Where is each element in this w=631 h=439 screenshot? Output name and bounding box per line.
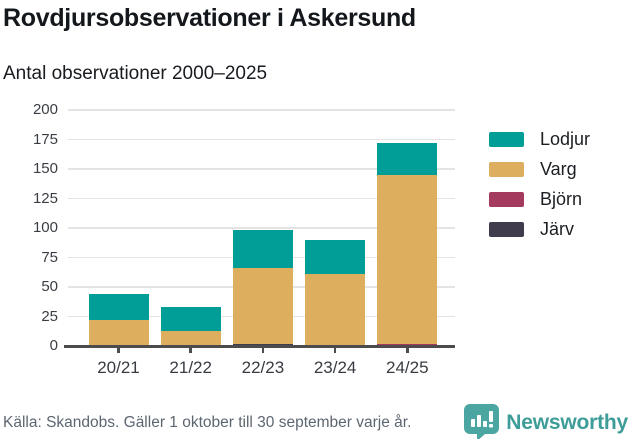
bar-segment-björn-24-25	[377, 343, 438, 346]
y-axis-tick-label: 150	[32, 160, 58, 177]
bar-segment-varg-20-21	[88, 320, 149, 346]
gridline-100	[68, 227, 455, 229]
bar-segment-varg-21-22	[160, 330, 221, 345]
x-axis-category-label: 24/25	[386, 358, 429, 377]
y-axis-tick-label: 50	[41, 278, 58, 295]
chart-subtitle: Antal observationer 2000–2025	[3, 63, 268, 84]
x-axis-line	[64, 345, 455, 348]
legend-label: Björn	[540, 188, 583, 209]
bar-segment-järv-22-23	[232, 343, 293, 346]
newsworthy-logo-icon	[464, 404, 500, 439]
brand: Newsworthy	[464, 404, 628, 439]
x-axis-tick	[189, 347, 192, 353]
x-axis-category-label: 21/22	[169, 358, 212, 377]
footer: Källa: Skandobs. Gäller 1 oktober till 3…	[3, 404, 628, 439]
bar-segment-lodjur-23-24	[305, 239, 366, 275]
bar-segment-lodjur-22-23	[232, 230, 293, 269]
legend-item-björn: Björn	[489, 188, 583, 209]
y-axis-tick-label: 75	[41, 248, 58, 266]
legend-swatch-lodjur	[489, 131, 524, 147]
bar-segment-varg-22-23	[232, 268, 293, 344]
x-axis-tick	[406, 347, 409, 353]
y-axis-tick-label: 25	[41, 307, 58, 325]
gridline-125	[68, 197, 455, 200]
bar-segment-varg-24-25	[377, 174, 438, 344]
x-axis-category-label: 20/21	[97, 358, 140, 377]
legend-swatch-björn	[489, 191, 524, 207]
gridline-150	[68, 168, 455, 170]
x-axis-tick	[117, 347, 120, 353]
x-axis-tick	[261, 347, 265, 353]
legend-label: Varg	[540, 158, 577, 179]
legend-item-järv: Järv	[489, 218, 575, 239]
legend-item-lodjur: Lodjur	[489, 128, 591, 149]
x-axis-tick	[333, 347, 337, 353]
legend-swatch-järv	[489, 221, 524, 237]
gridline-200	[68, 109, 455, 111]
bar-segment-lodjur-21-22	[160, 307, 221, 331]
y-axis-tick-label: 175	[32, 130, 58, 148]
x-axis-category-label: 23/24	[313, 358, 357, 377]
gridline-175	[68, 138, 455, 141]
bar-segment-lodjur-20-21	[88, 294, 149, 321]
chart-title: Rovdjursobservationer i Askersund	[3, 4, 416, 32]
legend-item-varg: Varg	[489, 158, 577, 179]
y-axis-tick-label: 200	[32, 101, 58, 118]
legend-label: Järv	[540, 218, 575, 239]
y-axis-tick-label: 0	[49, 337, 58, 354]
bar-segment-varg-23-24	[305, 274, 366, 346]
source-note: Källa: Skandobs. Gäller 1 oktober till 3…	[3, 413, 412, 431]
x-axis-category-label: 22/23	[241, 358, 285, 377]
brand-name: Newsworthy	[506, 410, 628, 434]
legend-label: Lodjur	[540, 128, 591, 149]
y-axis-tick-label: 100	[32, 219, 58, 236]
bar-segment-lodjur-24-25	[377, 143, 438, 175]
legend-swatch-varg	[489, 161, 524, 177]
y-axis-tick-label: 125	[32, 189, 58, 207]
